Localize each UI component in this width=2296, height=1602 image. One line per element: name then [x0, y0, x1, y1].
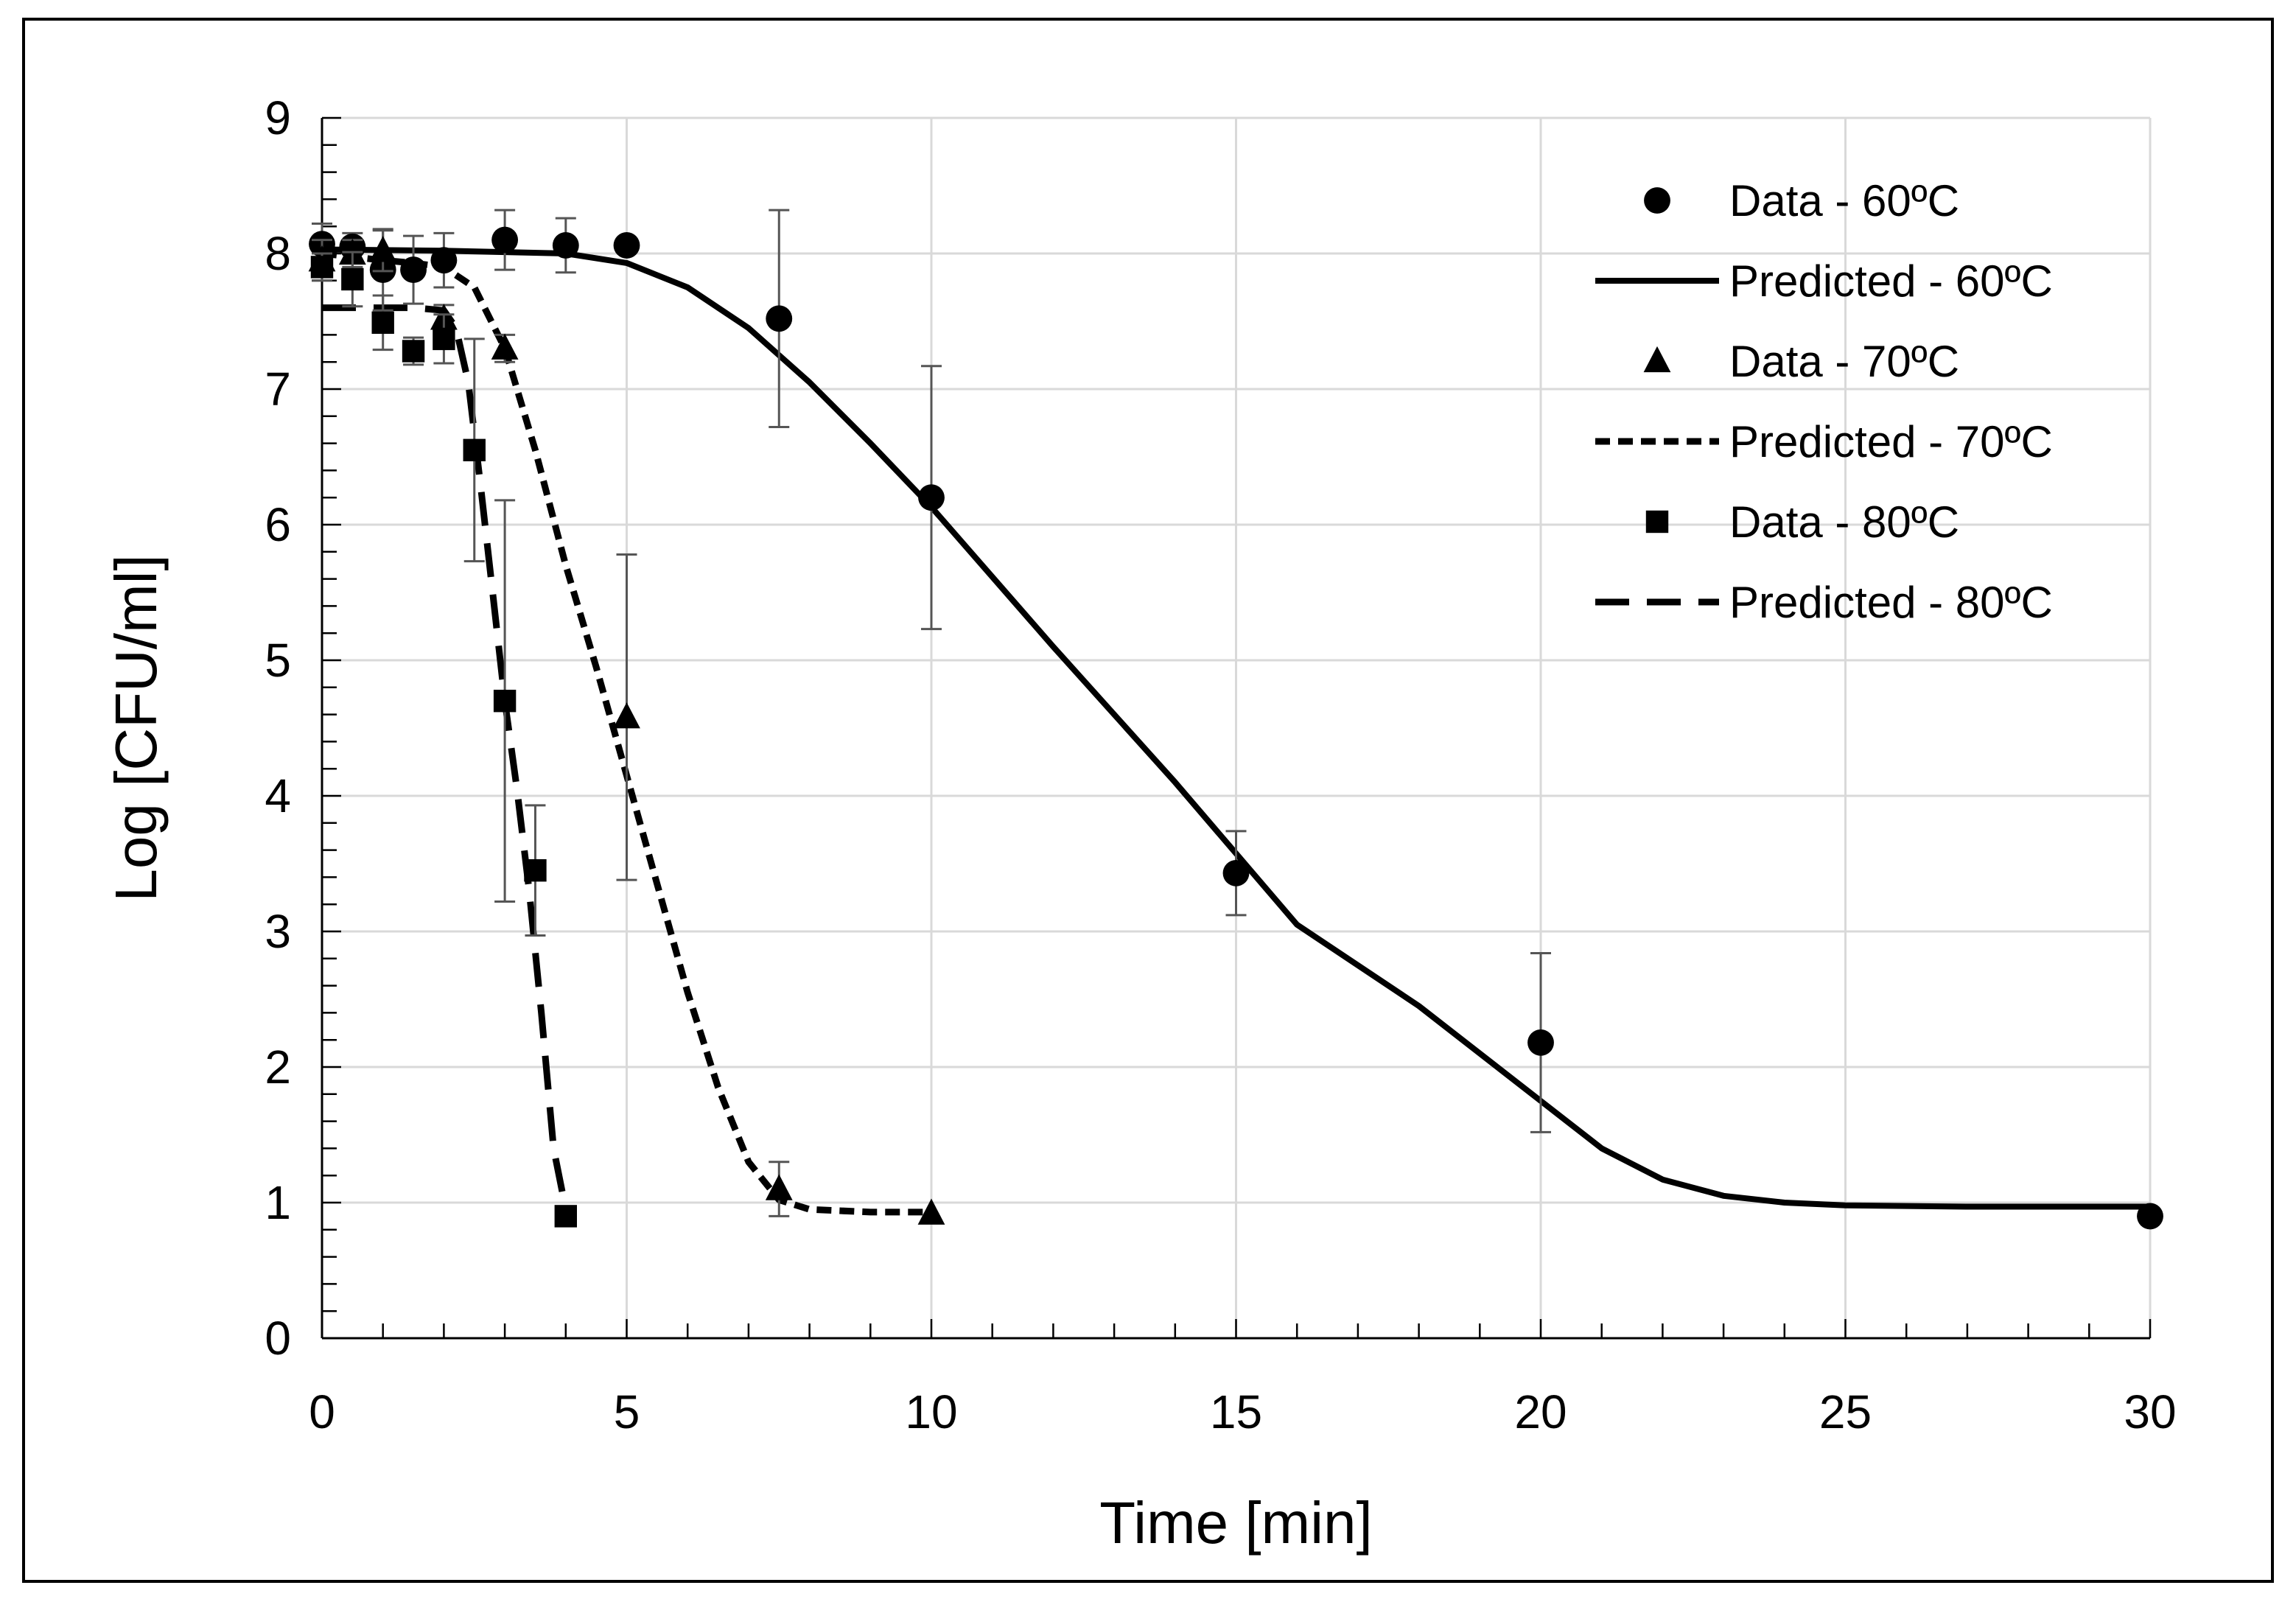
y-tick-label: 4	[265, 769, 291, 822]
x-tick-label: 0	[309, 1385, 335, 1438]
legend-item: Data - 80ºC	[1645, 497, 1959, 547]
data-point	[918, 484, 945, 511]
series-layer	[308, 209, 2163, 1230]
x-tick-label: 20	[1514, 1385, 1567, 1438]
legend-label: Predicted - 80ºC	[1729, 578, 2053, 627]
legend-label: Predicted - 70ºC	[1729, 417, 2053, 466]
legend-item: Predicted - 70ºC	[1595, 417, 2053, 466]
data-point	[493, 690, 517, 713]
series-1-line-group	[321, 246, 2150, 1210]
data-point	[766, 305, 793, 332]
legend-marker	[1644, 187, 1670, 214]
series-line	[322, 304, 570, 1211]
data-point	[371, 311, 394, 335]
series-line	[321, 246, 2150, 1210]
y-tick-label: 5	[265, 634, 291, 687]
data-point	[524, 859, 547, 882]
legend-label: Data - 80ºC	[1729, 497, 1959, 547]
data-point	[310, 256, 334, 279]
data-point	[341, 267, 364, 291]
data-point	[369, 236, 397, 262]
legend: Data - 60ºC Predicted - 60ºC Data - 70ºC Pr…	[1595, 176, 2053, 627]
legend-item: Predicted - 60ºC	[1595, 256, 2053, 306]
figure-frame	[22, 18, 2274, 1583]
data-point	[765, 1174, 793, 1200]
data-point	[2137, 1203, 2163, 1230]
y-tick-label: 9	[265, 91, 291, 144]
x-tick-label: 25	[1819, 1385, 1872, 1438]
data-point	[917, 1198, 945, 1225]
legend-item: Data - 70ºC	[1643, 337, 1959, 386]
legend-item: Predicted - 80ºC	[1595, 578, 2053, 627]
y-axis-title: Log [CFU/ml]	[103, 554, 169, 901]
data-point	[491, 333, 519, 360]
data-point	[402, 340, 425, 363]
data-point	[552, 232, 579, 259]
data-point	[613, 702, 640, 729]
y-tick-label: 3	[265, 905, 291, 958]
legend-label: Data - 70ºC	[1729, 337, 1959, 386]
legend-label: Predicted - 60ºC	[1729, 256, 2053, 306]
data-point	[554, 1205, 577, 1228]
series-0-markers	[309, 209, 2163, 1230]
y-tick-label: 1	[265, 1176, 291, 1229]
data-point	[613, 232, 640, 259]
y-tick-label: 8	[265, 227, 291, 280]
x-tick-label: 5	[614, 1385, 640, 1438]
axes-layer: 0 1 2 3 4 5 6 7 8 9 0 5 10 15 20 25 30	[265, 91, 2176, 1438]
x-tick-label: 30	[2124, 1385, 2176, 1438]
x-tick-label: 15	[1210, 1385, 1262, 1438]
data-point	[463, 438, 486, 461]
series-5-line-group	[322, 304, 570, 1211]
y-tick-label: 7	[265, 363, 291, 416]
legend-item: Data - 60ºC	[1644, 176, 1959, 225]
legend-marker	[1643, 346, 1671, 373]
data-point	[433, 327, 455, 351]
y-tick-label: 0	[265, 1312, 291, 1365]
x-tick-label: 10	[905, 1385, 957, 1438]
data-point	[400, 256, 427, 283]
data-point	[1527, 1029, 1554, 1056]
series-4-markers	[310, 251, 577, 1228]
data-point	[430, 247, 458, 274]
legend-marker	[1645, 510, 1669, 534]
data-point	[1222, 859, 1250, 886]
legend-label: Data - 60ºC	[1729, 176, 1959, 225]
y-tick-label: 6	[265, 498, 291, 551]
data-point	[491, 226, 519, 253]
x-axis-title: Time [min]	[1099, 1490, 1372, 1556]
y-tick-label: 2	[265, 1040, 291, 1094]
